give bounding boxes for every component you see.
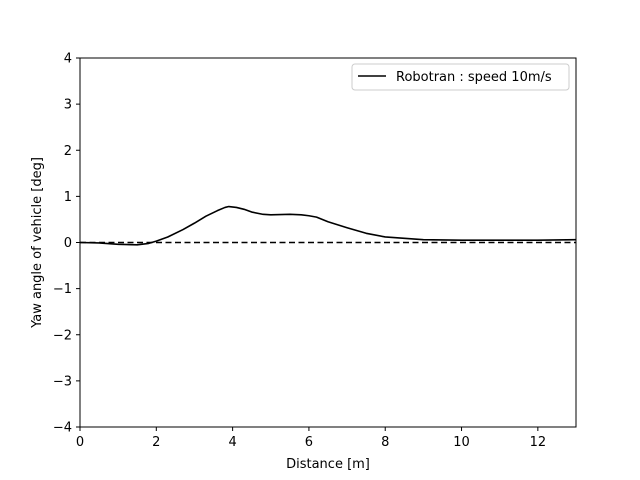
x-tick-label: 6 xyxy=(305,435,313,450)
y-tick-label: −2 xyxy=(53,328,72,343)
series-line-robotran xyxy=(79,205,577,246)
y-tick-label: 2 xyxy=(64,144,72,159)
y-tick-label: −1 xyxy=(53,282,72,297)
legend-entry-robotran: Robotran : speed 10m/s xyxy=(396,70,552,85)
x-axis-label: Distance [m] xyxy=(286,457,370,472)
x-tick-label: 2 xyxy=(152,435,160,450)
x-tick-label: 8 xyxy=(381,435,389,450)
x-tick-label: 10 xyxy=(453,435,470,450)
y-tick-label: 3 xyxy=(64,98,72,113)
x-tick-label: 4 xyxy=(228,435,236,450)
y-tick-label: −4 xyxy=(53,421,72,436)
legend: Robotran : speed 10m/s xyxy=(351,63,570,91)
y-tick-label: 4 xyxy=(64,52,72,67)
series-layer xyxy=(79,205,577,246)
legend-box xyxy=(351,63,570,91)
y-tick-label: 1 xyxy=(64,190,72,205)
y-tick-label: 0 xyxy=(64,236,72,251)
y-tick-label: −3 xyxy=(53,374,72,389)
x-tick-label: 0 xyxy=(76,435,84,450)
x-tick-label: 12 xyxy=(530,435,547,450)
y-axis-label: Yaw angle of vehicle [deg] xyxy=(30,157,45,329)
